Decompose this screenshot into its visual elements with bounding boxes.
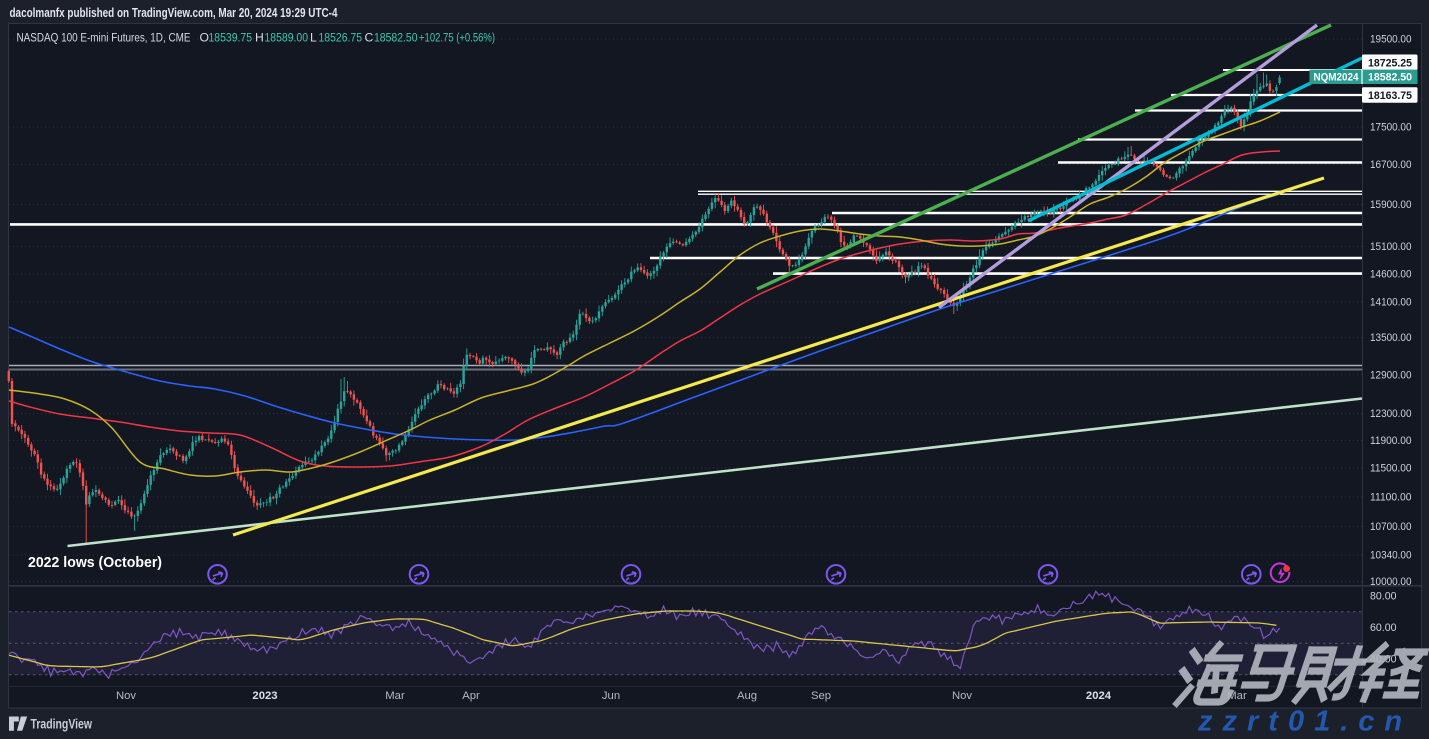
svg-text:NQM2024: NQM2024: [1314, 72, 1360, 84]
svg-text:12900.00: 12900.00: [1370, 369, 1412, 381]
svg-text:O: O: [200, 31, 209, 45]
svg-text:11500.00: 11500.00: [1370, 462, 1412, 474]
svg-text:18589.00: 18589.00: [265, 31, 309, 45]
svg-text:10700.00: 10700.00: [1370, 521, 1412, 533]
svg-text:18163.75: 18163.75: [1368, 90, 1412, 102]
svg-text:Jun: Jun: [602, 690, 620, 702]
svg-text:Nov: Nov: [116, 690, 136, 702]
svg-text:NASDAQ 100 E-mini Futures, 1D,: NASDAQ 100 E-mini Futures, 1D, CME: [17, 31, 191, 45]
svg-text:2024: 2024: [1086, 690, 1112, 702]
svg-text:18725.25: 18725.25: [1368, 57, 1412, 69]
svg-text:10000.00: 10000.00: [1370, 576, 1412, 588]
svg-text:13500.00: 13500.00: [1370, 332, 1412, 344]
svg-text:Nov: Nov: [952, 690, 972, 702]
svg-text:H: H: [255, 31, 264, 45]
svg-text:L: L: [310, 31, 317, 45]
svg-text:10340.00: 10340.00: [1370, 549, 1412, 561]
svg-text:14100.00: 14100.00: [1370, 296, 1412, 308]
svg-text:C: C: [365, 31, 374, 45]
svg-text:11100.00: 11100.00: [1370, 491, 1412, 503]
svg-text:dacolmanfx published on Tradin: dacolmanfx published on TradingView.com,…: [10, 6, 338, 20]
svg-text:14600.00: 14600.00: [1370, 268, 1412, 280]
svg-text:15900.00: 15900.00: [1370, 199, 1412, 211]
svg-text:19500.00: 19500.00: [1370, 33, 1412, 45]
svg-text:11900.00: 11900.00: [1370, 435, 1412, 447]
svg-text:+102.75 (+0.56%): +102.75 (+0.56%): [419, 31, 495, 45]
svg-text:2022 lows (October): 2022 lows (October): [28, 555, 162, 571]
svg-text:Sep: Sep: [811, 690, 831, 702]
svg-text:18526.75: 18526.75: [319, 31, 363, 45]
svg-text:18539.75: 18539.75: [209, 31, 253, 45]
svg-text:Apr: Apr: [462, 690, 480, 702]
svg-text:TradingView: TradingView: [31, 716, 93, 732]
svg-text:17500.00: 17500.00: [1370, 121, 1412, 133]
svg-text:2023: 2023: [252, 690, 277, 702]
svg-text:12300.00: 12300.00: [1370, 408, 1412, 420]
svg-text:18582.50: 18582.50: [1368, 72, 1412, 84]
svg-text:15100.00: 15100.00: [1370, 241, 1412, 253]
svg-text:80.00: 80.00: [1370, 591, 1397, 603]
svg-text:60.00: 60.00: [1370, 622, 1397, 634]
svg-text:Aug: Aug: [737, 690, 757, 702]
svg-text:Mar: Mar: [385, 690, 405, 702]
svg-text:zzrt01.cn: zzrt01.cn: [1197, 706, 1412, 738]
svg-text:16700.00: 16700.00: [1370, 159, 1412, 171]
svg-text:18582.50: 18582.50: [374, 31, 418, 45]
